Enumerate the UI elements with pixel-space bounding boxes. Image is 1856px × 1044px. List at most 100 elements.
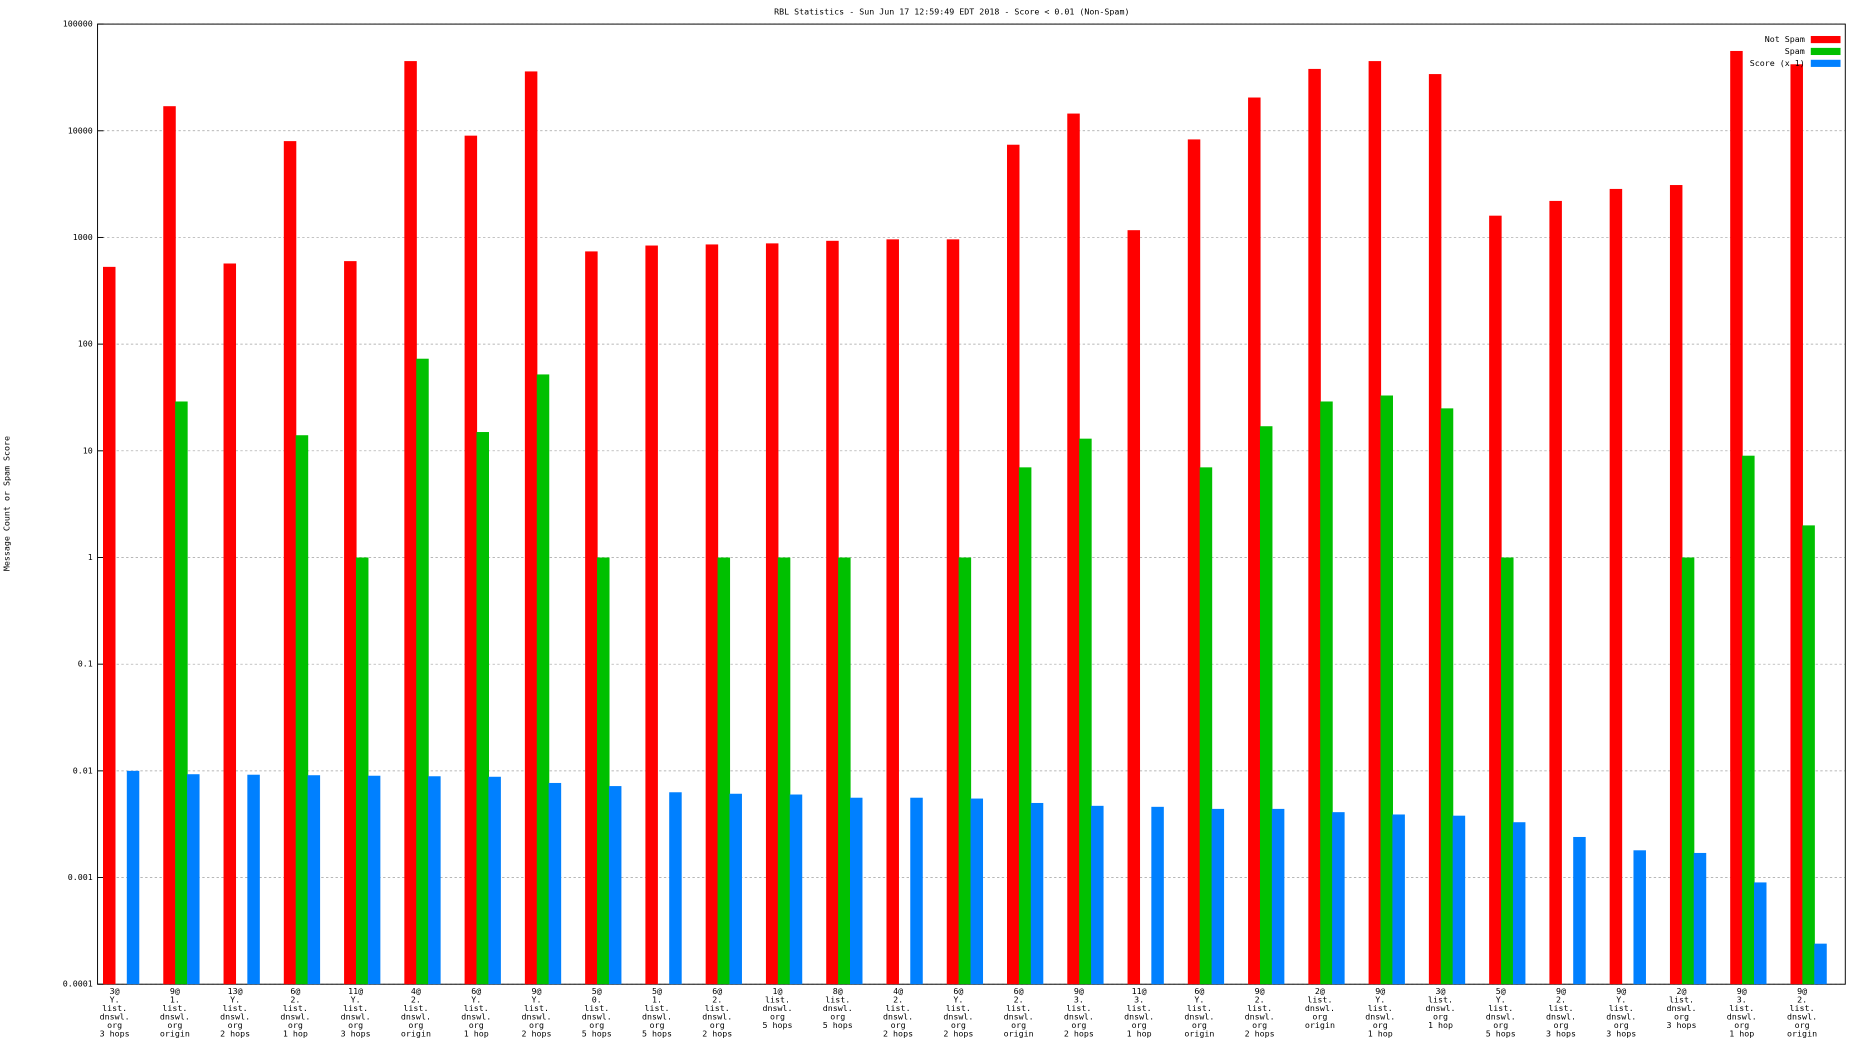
bar [1802,525,1815,985]
x-tick-label: Y. [1194,994,1204,1004]
x-tick-label: 5 hops [763,1020,793,1030]
bar [1392,814,1405,985]
bar [1681,557,1695,985]
x-tick-label: org [408,1020,423,1030]
x-tick-label: 1 hop [1428,1020,1453,1030]
x-tick-label: dnswl. [1004,1012,1034,1022]
bar [1440,408,1454,985]
bar [1151,806,1164,985]
x-tick-label: 2. [290,994,300,1004]
bar [1368,61,1382,985]
bar [1489,215,1502,985]
bar [1669,185,1683,985]
bar [488,776,501,985]
bar [970,798,984,985]
x-tick-label: dnswl. [1727,1012,1757,1022]
x-tick-label: list. [825,994,850,1004]
bar [765,243,779,985]
x-tick-label: org [951,1020,966,1030]
bar [536,374,550,985]
x-tick-label: org [1312,1012,1327,1022]
bar [1428,74,1442,985]
x-tick-label: list. [584,1003,609,1013]
x-tick-label: 2. [1556,994,1566,1004]
x-tick-label: 0. [592,994,602,1004]
x-tick-label: 3. [1737,994,1747,1004]
x-tick-label: list. [464,1003,489,1013]
x-tick-label: 3@ [1435,986,1445,996]
x-tick-label: dnswl. [1184,1012,1214,1022]
x-tick-label: org [1071,1020,1086,1030]
bar [826,240,839,985]
y-axis-label: Message Count or Spam Score [2,436,12,571]
x-tick-label: dnswl. [401,1012,431,1022]
bar [1030,802,1044,985]
x-tick-label: 3 hops [1667,1020,1697,1030]
bar [464,135,478,985]
x-tick-label: dnswl. [341,1012,371,1022]
bar [1380,395,1393,985]
x-tick-label: 2. [1255,994,1265,1004]
x-tick-label: 3 hops [100,1029,130,1039]
bar [1730,50,1743,985]
bar [1007,144,1020,985]
x-tick-label: origin [1787,1029,1817,1039]
x-tick-label: 5 hops [823,1020,853,1030]
x-tick-label: list. [1488,1003,1513,1013]
bar [1211,808,1225,985]
bar [1271,808,1285,985]
x-tick-label: org [589,1020,604,1030]
bar [850,797,863,985]
x-tick-label: org [1734,1020,1749,1030]
x-tick-label: list. [162,1003,187,1013]
x-tick-label: dnswl. [1365,1012,1395,1022]
x-tick-label: org [288,1020,303,1030]
x-tick-label: list. [765,994,790,1004]
x-tick-label: dnswl. [943,1012,973,1022]
bar [789,794,803,985]
bar [307,775,321,985]
x-tick-label: list. [1187,1003,1212,1013]
x-tick-label: org [710,1020,725,1030]
x-tick-label: org [107,1020,122,1030]
x-tick-label: org [167,1020,182,1030]
legend-label: Spam [1785,46,1805,56]
y-tick-label: 0.01 [73,765,93,775]
bar [1199,467,1213,985]
x-tick-label: 9@ [1616,986,1626,996]
x-tick-label: org [1553,1020,1568,1030]
x-tick-label: Y. [230,994,240,1004]
bar [1320,401,1333,985]
legend-label: Not Spam [1765,34,1805,44]
bar [476,432,489,985]
bar [1693,852,1707,985]
x-tick-label: dnswl. [1606,1012,1636,1022]
x-tick-label: 6@ [953,986,963,996]
x-tick-label: dnswl. [1486,1012,1516,1022]
x-tick-label: list. [1247,1003,1272,1013]
x-tick-label: list. [524,1003,549,1013]
x-tick-label: org [1192,1020,1207,1030]
x-tick-label: dnswl. [1305,1003,1335,1013]
x-tick-label: 2. [712,994,722,1004]
x-tick-label: dnswl. [1425,1003,1455,1013]
bar [705,244,719,985]
x-tick-label: org [891,1020,906,1030]
bar [163,106,176,985]
x-tick-label: 2@ [1677,986,1687,996]
x-tick-label: list. [343,1003,368,1013]
bar [669,792,682,985]
y-tick-label: 100 [78,339,93,349]
x-tick-label: Y. [351,994,361,1004]
bar [717,557,731,985]
bar [1259,426,1273,985]
x-tick-label: dnswl. [100,1012,130,1022]
bar [910,797,923,985]
x-tick-label: list. [1006,1003,1031,1013]
x-tick-label: org [228,1020,243,1030]
legend-swatch [1810,47,1841,56]
x-tick-label: 4@ [411,986,421,996]
x-tick-label: 1@ [773,986,783,996]
x-tick-label: list. [886,1003,911,1013]
x-tick-label: 3. [1074,994,1084,1004]
